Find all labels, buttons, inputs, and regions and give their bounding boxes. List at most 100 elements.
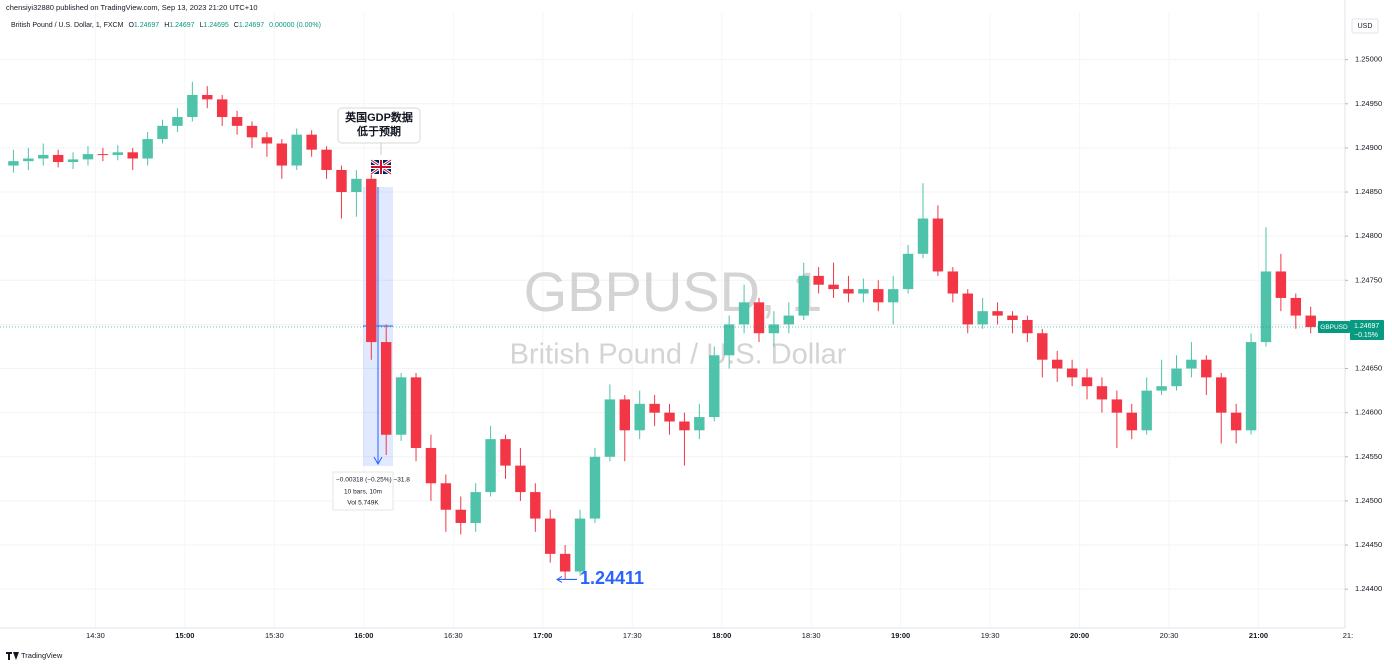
candle-body	[783, 315, 795, 325]
candle-body	[52, 154, 64, 163]
candle-body	[1171, 368, 1182, 387]
measure-arrowhead	[373, 456, 383, 466]
candle-body	[142, 139, 153, 159]
candle-body	[992, 311, 1003, 316]
symbol-line: British Pound / U.S. Dollar, 1, FXCM O1.2…	[11, 22, 321, 29]
y-tick-label: 1.24550	[1355, 452, 1382, 461]
candle-body	[902, 253, 914, 290]
candle-body	[157, 125, 168, 140]
x-tick-label: 19:30	[981, 631, 1000, 640]
candle-body	[664, 412, 675, 422]
x-tick-label: 21:	[1343, 631, 1353, 640]
last-price-name: GBPUSD	[1320, 324, 1348, 331]
x-tick-label: 19:00	[891, 631, 910, 640]
candle-body	[515, 465, 526, 493]
candle-body	[1156, 386, 1167, 391]
candle-body	[97, 154, 109, 156]
y-tick-label: 1.24400	[1355, 584, 1382, 593]
ohlc-value: 1.24697	[134, 22, 159, 29]
candle-body	[500, 439, 511, 466]
x-tick-label: 16:00	[354, 631, 373, 640]
y-tick-label: 1.24650	[1355, 364, 1382, 373]
candle-body	[694, 417, 705, 431]
currency-box	[1351, 18, 1379, 34]
candle-body	[634, 403, 645, 431]
ohlc-value: 1.24695	[203, 22, 228, 29]
x-tick-label: 20:30	[1160, 631, 1179, 640]
candle-body	[8, 161, 19, 166]
callout-box	[337, 107, 421, 144]
candle-body	[485, 439, 496, 493]
candle-body	[1186, 359, 1197, 369]
measure-text: 10 bars, 10m	[344, 489, 382, 496]
candle-body	[977, 311, 988, 325]
candle-body	[1126, 412, 1137, 431]
last-price-change: −0.15%	[1354, 332, 1378, 339]
candle-body	[709, 355, 720, 418]
candle-body	[1066, 368, 1078, 378]
symbol: British Pound / U.S. Dollar, 1, FXCM	[11, 22, 124, 29]
candle-body	[38, 154, 49, 159]
y-tick-label: 1.24600	[1355, 408, 1382, 417]
x-tick-label: 18:30	[802, 631, 821, 640]
brand: TradingView	[21, 651, 63, 660]
candle-body	[1245, 342, 1257, 431]
candle-body	[1096, 386, 1108, 400]
candle-body	[1201, 359, 1212, 378]
candle-body	[440, 483, 452, 510]
candle-body	[530, 492, 541, 519]
candle-body	[455, 509, 466, 523]
ohlc-key: L	[200, 22, 204, 29]
candle-body	[67, 159, 79, 163]
measure-text: Vol 5.749K	[347, 500, 379, 507]
candle-body	[1007, 315, 1018, 320]
low-marker-label: 1.24411	[580, 568, 644, 588]
candle-body	[768, 324, 780, 334]
candle-body	[172, 117, 183, 126]
x-tick-label: 16:30	[444, 631, 463, 640]
callout-line: 英国GDP数据	[344, 110, 413, 124]
ohlc-key: H	[164, 22, 169, 29]
candle-body	[216, 99, 228, 118]
candle-body	[1111, 399, 1123, 413]
y-tick-label: 1.24850	[1355, 187, 1382, 196]
y-tick-label: 1.24800	[1355, 231, 1382, 240]
candle-body	[1216, 377, 1227, 413]
y-tick-label: 1.24500	[1355, 496, 1382, 505]
candle-body	[798, 275, 809, 316]
x-tick-label: 21:00	[1249, 631, 1268, 640]
candle-body	[843, 289, 854, 294]
candle-body	[1141, 390, 1152, 431]
candle-body	[545, 518, 556, 554]
candle-body	[887, 289, 899, 303]
candle-body	[589, 456, 601, 519]
candle-body	[395, 377, 407, 435]
candle-body	[1051, 359, 1063, 369]
candle-body	[1260, 271, 1272, 343]
watermark-subtitle: British Pound / U.S. Dollar	[510, 339, 847, 371]
callout: 英国GDP数据 低于预期	[337, 107, 421, 176]
uk-flag	[370, 158, 392, 176]
candle-body	[738, 302, 750, 325]
candle-body	[470, 492, 481, 523]
candle-body	[1290, 297, 1302, 316]
candle-body	[962, 293, 973, 325]
candle-body	[187, 94, 198, 118]
candle-body	[1081, 377, 1093, 387]
candle-body	[574, 518, 586, 572]
x-tick-label: 17:00	[533, 631, 552, 640]
x-tick-label: 14:30	[86, 631, 105, 640]
candle-body	[410, 377, 422, 448]
candle-body	[291, 134, 302, 166]
currency-label: USD	[1358, 23, 1373, 30]
ohlc-key: C	[234, 22, 239, 29]
candle-body	[1022, 320, 1033, 334]
candle-body	[947, 271, 959, 294]
candle-body	[723, 324, 735, 356]
candle-body	[261, 137, 273, 144]
y-tick-label: 1.24750	[1355, 275, 1382, 284]
candle-body	[604, 399, 616, 457]
measure-label: −0.00318 (−0.25%) −31.8 10 bars, 10m Vol…	[332, 471, 410, 511]
candle-body	[112, 152, 124, 155]
